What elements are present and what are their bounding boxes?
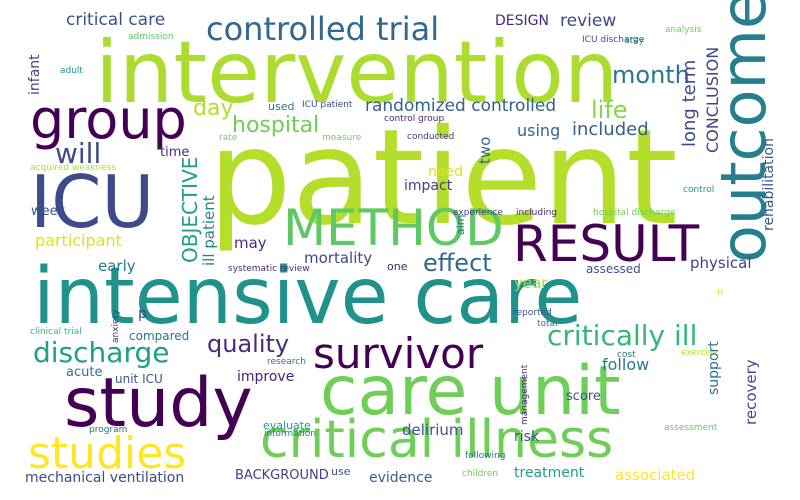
cloud-word-conducted: conducted bbox=[407, 132, 455, 142]
cloud-word-day: day bbox=[193, 96, 234, 121]
cloud-word-program: program bbox=[89, 425, 128, 435]
cloud-word-treatment: treatment bbox=[514, 465, 585, 481]
cloud-word-two: two bbox=[476, 136, 494, 164]
cloud-word-follow: follow bbox=[602, 355, 650, 374]
cloud-word-evidence: evidence bbox=[369, 470, 433, 486]
cloud-word-research: research bbox=[267, 357, 306, 367]
cloud-word-one: one bbox=[387, 260, 408, 273]
cloud-word-systematic-review: systematic review bbox=[228, 264, 310, 274]
cloud-word-information: information bbox=[264, 429, 316, 439]
cloud-word-improve: improve bbox=[237, 369, 295, 385]
cloud-word-icu-discharge: ICU discharge bbox=[582, 35, 645, 45]
cloud-word-intervention: intervention bbox=[95, 23, 619, 123]
cloud-word-discharge: discharge bbox=[33, 336, 170, 369]
cloud-word-study: study bbox=[64, 364, 253, 443]
cloud-word-hospital-discharge: hospital discharge bbox=[593, 208, 676, 218]
cloud-word-physical: physical bbox=[690, 254, 752, 272]
cloud-word-group: group bbox=[30, 88, 187, 151]
cloud-word-clinical-trial: clinical trial bbox=[30, 327, 82, 337]
cloud-word-patient: patient bbox=[208, 101, 678, 255]
cloud-word-cost: cost bbox=[617, 350, 636, 360]
cloud-word-ill-patient: ill patient bbox=[200, 195, 218, 266]
cloud-word-critically-ill: critically ill bbox=[547, 319, 698, 352]
cloud-word-mortality: mortality bbox=[304, 249, 373, 267]
cloud-word-rate: rate bbox=[219, 133, 238, 143]
cloud-word-score: score bbox=[566, 389, 601, 404]
cloud-word-life: life bbox=[591, 96, 628, 124]
cloud-word-will: will bbox=[55, 137, 102, 170]
cloud-word-need: need bbox=[428, 164, 463, 180]
cloud-word-month: month bbox=[612, 61, 690, 89]
cloud-word-including: including bbox=[516, 208, 557, 218]
cloud-word-time: time bbox=[160, 145, 190, 160]
cloud-word-mother: mother bbox=[239, 213, 272, 223]
cloud-word-background: BACKGROUND bbox=[235, 468, 329, 483]
cloud-word-delirium: delirium bbox=[402, 421, 464, 439]
cloud-word-exercise: exercise bbox=[681, 348, 719, 358]
cloud-word-hospital: hospital bbox=[232, 113, 320, 138]
cloud-word-n: n bbox=[717, 287, 724, 298]
cloud-word-management: management bbox=[520, 364, 530, 425]
cloud-word-infant: infant bbox=[27, 54, 43, 95]
cloud-word-may: may bbox=[234, 234, 267, 252]
cloud-word-mechanical-ventilation: mechanical ventilation bbox=[25, 470, 185, 486]
cloud-word-using: using bbox=[517, 121, 561, 140]
cloud-word-assessed: assessed bbox=[586, 262, 641, 276]
cloud-word-effect: effect bbox=[423, 249, 492, 277]
cloud-word-total: total bbox=[537, 319, 558, 329]
cloud-word-week: week bbox=[31, 204, 66, 219]
cloud-word-conclusion: CONCLUSION bbox=[703, 46, 722, 153]
cloud-word-care-unit: care unit bbox=[320, 352, 621, 431]
cloud-word-use: use bbox=[331, 465, 351, 478]
cloud-word-randomized-controlled: randomized controlled bbox=[365, 96, 557, 116]
cloud-word-experience: experience bbox=[453, 208, 503, 218]
cloud-word-adult: adult bbox=[60, 66, 83, 76]
cloud-word-method: METHOD bbox=[283, 199, 504, 257]
cloud-word-survivor: survivor bbox=[313, 329, 484, 378]
cloud-word-design: DESIGN bbox=[495, 13, 549, 29]
cloud-word-stay: stay bbox=[625, 36, 645, 46]
cloud-word-early: early bbox=[98, 257, 136, 275]
cloud-word-icu-patient: ICU patient bbox=[302, 100, 353, 110]
cloud-word-objective: OBJECTIVE bbox=[178, 156, 202, 263]
cloud-word-reported: reported bbox=[513, 308, 552, 318]
cloud-word-children: children bbox=[462, 469, 499, 479]
cloud-word-support: support bbox=[706, 341, 722, 395]
cloud-word-aim: aim bbox=[454, 214, 467, 235]
cloud-word-measure: measure bbox=[322, 133, 362, 143]
cloud-word-evaluate: evaluate bbox=[263, 419, 311, 432]
cloud-word-result: RESULT bbox=[513, 215, 700, 273]
cloud-word-compared: compared bbox=[129, 329, 190, 343]
cloud-word-analysis: analysis bbox=[665, 25, 702, 35]
cloud-word-assessment: assessment bbox=[664, 423, 718, 433]
cloud-word-recovery: recovery bbox=[742, 359, 760, 425]
cloud-word-included: included bbox=[572, 119, 649, 140]
cloud-word-critical-illness: critical illness bbox=[260, 410, 614, 470]
cloud-word-acute: acute bbox=[66, 365, 103, 380]
cloud-word-following: following bbox=[465, 451, 506, 461]
cloud-word-associated: associated bbox=[615, 466, 696, 484]
cloud-word-admission: admission bbox=[128, 32, 174, 42]
cloud-word-unit-icu: unit ICU bbox=[115, 372, 163, 386]
cloud-word-acquired-weakness: acquired weakness bbox=[30, 163, 117, 173]
cloud-word-p: p bbox=[138, 306, 147, 322]
cloud-word-used: used bbox=[268, 100, 295, 113]
cloud-word-quality: quality bbox=[207, 330, 290, 358]
cloud-word-anxiety: anxiety bbox=[111, 309, 121, 343]
cloud-word-rehabilitation: rehabilitation bbox=[761, 138, 777, 231]
cloud-word-controlled-trial: controlled trial bbox=[206, 10, 440, 48]
cloud-word-risk: risk bbox=[514, 429, 540, 445]
cloud-word-participant: participant bbox=[35, 231, 122, 250]
cloud-word-review: review bbox=[560, 11, 617, 31]
cloud-word-year: year bbox=[514, 274, 548, 292]
cloud-word-impact: impact bbox=[404, 178, 453, 194]
cloud-word-critical-care: critical care bbox=[66, 10, 166, 30]
cloud-word-icu: ICU bbox=[30, 160, 155, 244]
cloud-word-studies: studies bbox=[28, 428, 187, 479]
cloud-word-control-group: control group bbox=[384, 114, 445, 124]
cloud-word-control: control bbox=[683, 185, 715, 195]
cloud-word-intensive-care: intensive care bbox=[33, 252, 583, 342]
cloud-word-long-term: long term bbox=[679, 59, 700, 147]
